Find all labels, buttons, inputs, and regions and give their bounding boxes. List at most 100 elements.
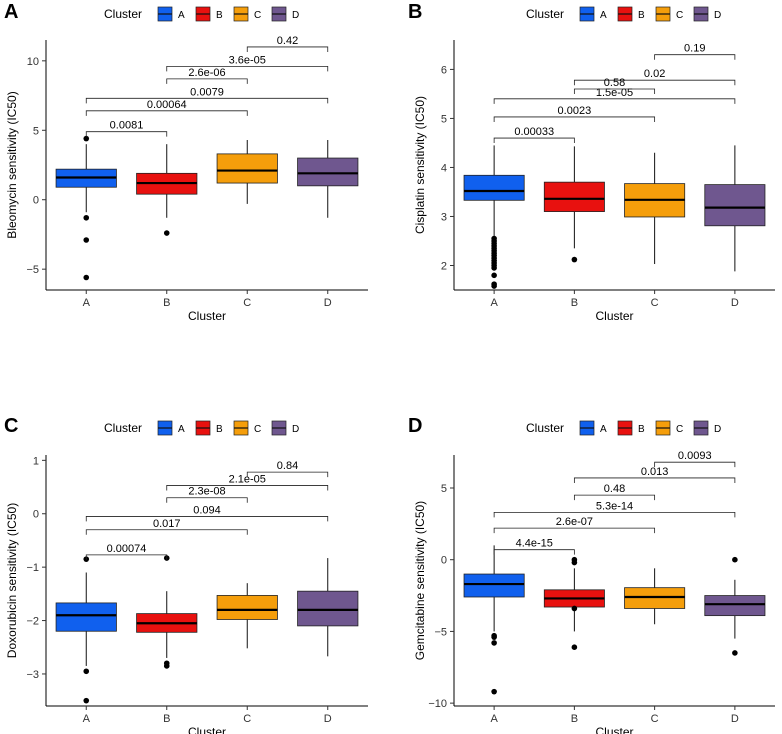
y-axis-title: Cisplatin sensitivity (IC50) xyxy=(413,96,427,234)
outlier-point xyxy=(571,605,578,612)
outlier-point xyxy=(732,556,738,563)
comparison-b-d: 2.1e-05 xyxy=(166,473,329,491)
legend-key-b: B xyxy=(195,6,223,22)
bracket-line xyxy=(573,477,736,483)
comparison-b-c: 2.6e-06 xyxy=(166,67,248,84)
outlier-point xyxy=(491,272,497,279)
comparison-a-b: 0.00074 xyxy=(85,543,168,560)
y-tick-label: 5 xyxy=(441,483,447,495)
y-tick-label: 0 xyxy=(441,555,447,567)
x-tick-label: D xyxy=(324,713,332,725)
comparison-a-d: 0.0079 xyxy=(85,86,329,104)
y-tick-label: 0 xyxy=(33,509,39,521)
bracket-line xyxy=(166,485,329,491)
comparison-a-c: 0.017 xyxy=(85,518,248,535)
outlier-point xyxy=(732,650,738,656)
bracket-line xyxy=(166,497,248,503)
outlier-point xyxy=(491,688,497,695)
bracket-line xyxy=(166,65,329,72)
x-tick-label: B xyxy=(163,297,170,309)
x-tick-label: A xyxy=(83,297,91,309)
legend-title: Cluster xyxy=(104,7,142,21)
p-value-label: 1.5e-05 xyxy=(596,87,633,99)
p-value-label: 0.42 xyxy=(277,35,298,47)
outlier-point xyxy=(571,556,578,563)
outlier-point xyxy=(83,237,90,243)
panel-letter: D xyxy=(408,415,422,437)
bracket-line xyxy=(493,549,575,555)
bracket-line xyxy=(85,554,168,560)
box-body xyxy=(463,174,525,201)
bracket-line xyxy=(85,110,248,116)
legend-key-c: C xyxy=(655,6,683,22)
box-body xyxy=(216,153,278,184)
outlier-point xyxy=(83,135,90,142)
y-axis-title: Gemcitabine sensitivity (IC50) xyxy=(413,501,427,660)
box-d xyxy=(704,556,766,656)
comparison-b-d: 3.6e-05 xyxy=(166,54,329,72)
legend-label: B xyxy=(638,424,645,435)
y-tick-label: 6 xyxy=(441,64,447,76)
p-value-label: 2.6e-06 xyxy=(188,67,225,79)
bracket-line xyxy=(493,116,656,122)
y-axis-title: Bleomycin sensitivity (IC50) xyxy=(5,91,19,238)
outlier-point xyxy=(83,274,90,281)
bracket-line xyxy=(654,54,736,60)
box-body xyxy=(216,595,278,620)
box-a xyxy=(463,545,525,695)
box-b xyxy=(543,556,605,650)
y-tick-label: 1 xyxy=(33,455,39,467)
bracket-line xyxy=(573,494,656,501)
legend: Cluster A B C D xyxy=(526,6,721,22)
p-value-label: 0.0093 xyxy=(678,450,712,462)
legend-label: B xyxy=(638,10,645,21)
y-tick-label: 5 xyxy=(441,113,447,125)
panel-letter: B xyxy=(408,1,422,23)
legend-key-d: D xyxy=(271,6,299,22)
x-axis-title: Cluster xyxy=(188,725,226,734)
y-tick-label: −5 xyxy=(434,626,447,638)
legend-label: A xyxy=(178,424,185,435)
box-body xyxy=(704,184,766,227)
p-value-label: 0.013 xyxy=(641,466,669,478)
bracket-line xyxy=(493,98,736,104)
legend-title: Cluster xyxy=(526,7,564,21)
box-body xyxy=(297,590,359,627)
comparison-a-d: 5.3e-14 xyxy=(493,500,736,518)
bracket-line xyxy=(85,97,329,104)
comparison-b-c: 0.58 xyxy=(573,77,656,95)
comparison-c-d: 0.84 xyxy=(246,460,329,478)
p-value-label: 5.3e-14 xyxy=(596,500,633,512)
outlier-point xyxy=(83,697,90,704)
bracket-line xyxy=(573,79,736,86)
box-a xyxy=(55,556,117,704)
p-value-label: 0.00074 xyxy=(107,543,147,555)
comparison-a-c: 0.0023 xyxy=(493,105,656,122)
legend-label: C xyxy=(676,424,683,435)
outlier-point xyxy=(491,283,497,289)
box-b xyxy=(136,144,198,236)
x-axis-title: Cluster xyxy=(595,309,633,323)
legend-key-a: A xyxy=(157,420,185,436)
bracket-line xyxy=(85,131,168,137)
legend-label: C xyxy=(254,10,261,21)
legend-label: A xyxy=(178,10,185,21)
outlier-point xyxy=(491,634,497,640)
legend-key-d: D xyxy=(693,420,721,436)
outlier-point xyxy=(571,644,578,650)
x-tick-label: D xyxy=(731,713,739,725)
x-tick-label: C xyxy=(651,297,659,309)
x-tick-label: D xyxy=(324,297,332,309)
x-tick-label: C xyxy=(651,713,659,725)
p-value-label: 4.4e-15 xyxy=(516,538,553,550)
outlier-point xyxy=(491,640,497,646)
bracket-line xyxy=(166,78,248,84)
legend-label: B xyxy=(216,10,223,21)
panel-letter: C xyxy=(4,415,18,437)
p-value-label: 0.00033 xyxy=(514,126,554,138)
p-value-label: 0.84 xyxy=(277,460,298,472)
y-tick-label: −10 xyxy=(428,698,447,710)
comparison-c-d: 0.0093 xyxy=(654,450,736,468)
bracket-line xyxy=(85,529,248,535)
legend-label: D xyxy=(714,10,721,21)
